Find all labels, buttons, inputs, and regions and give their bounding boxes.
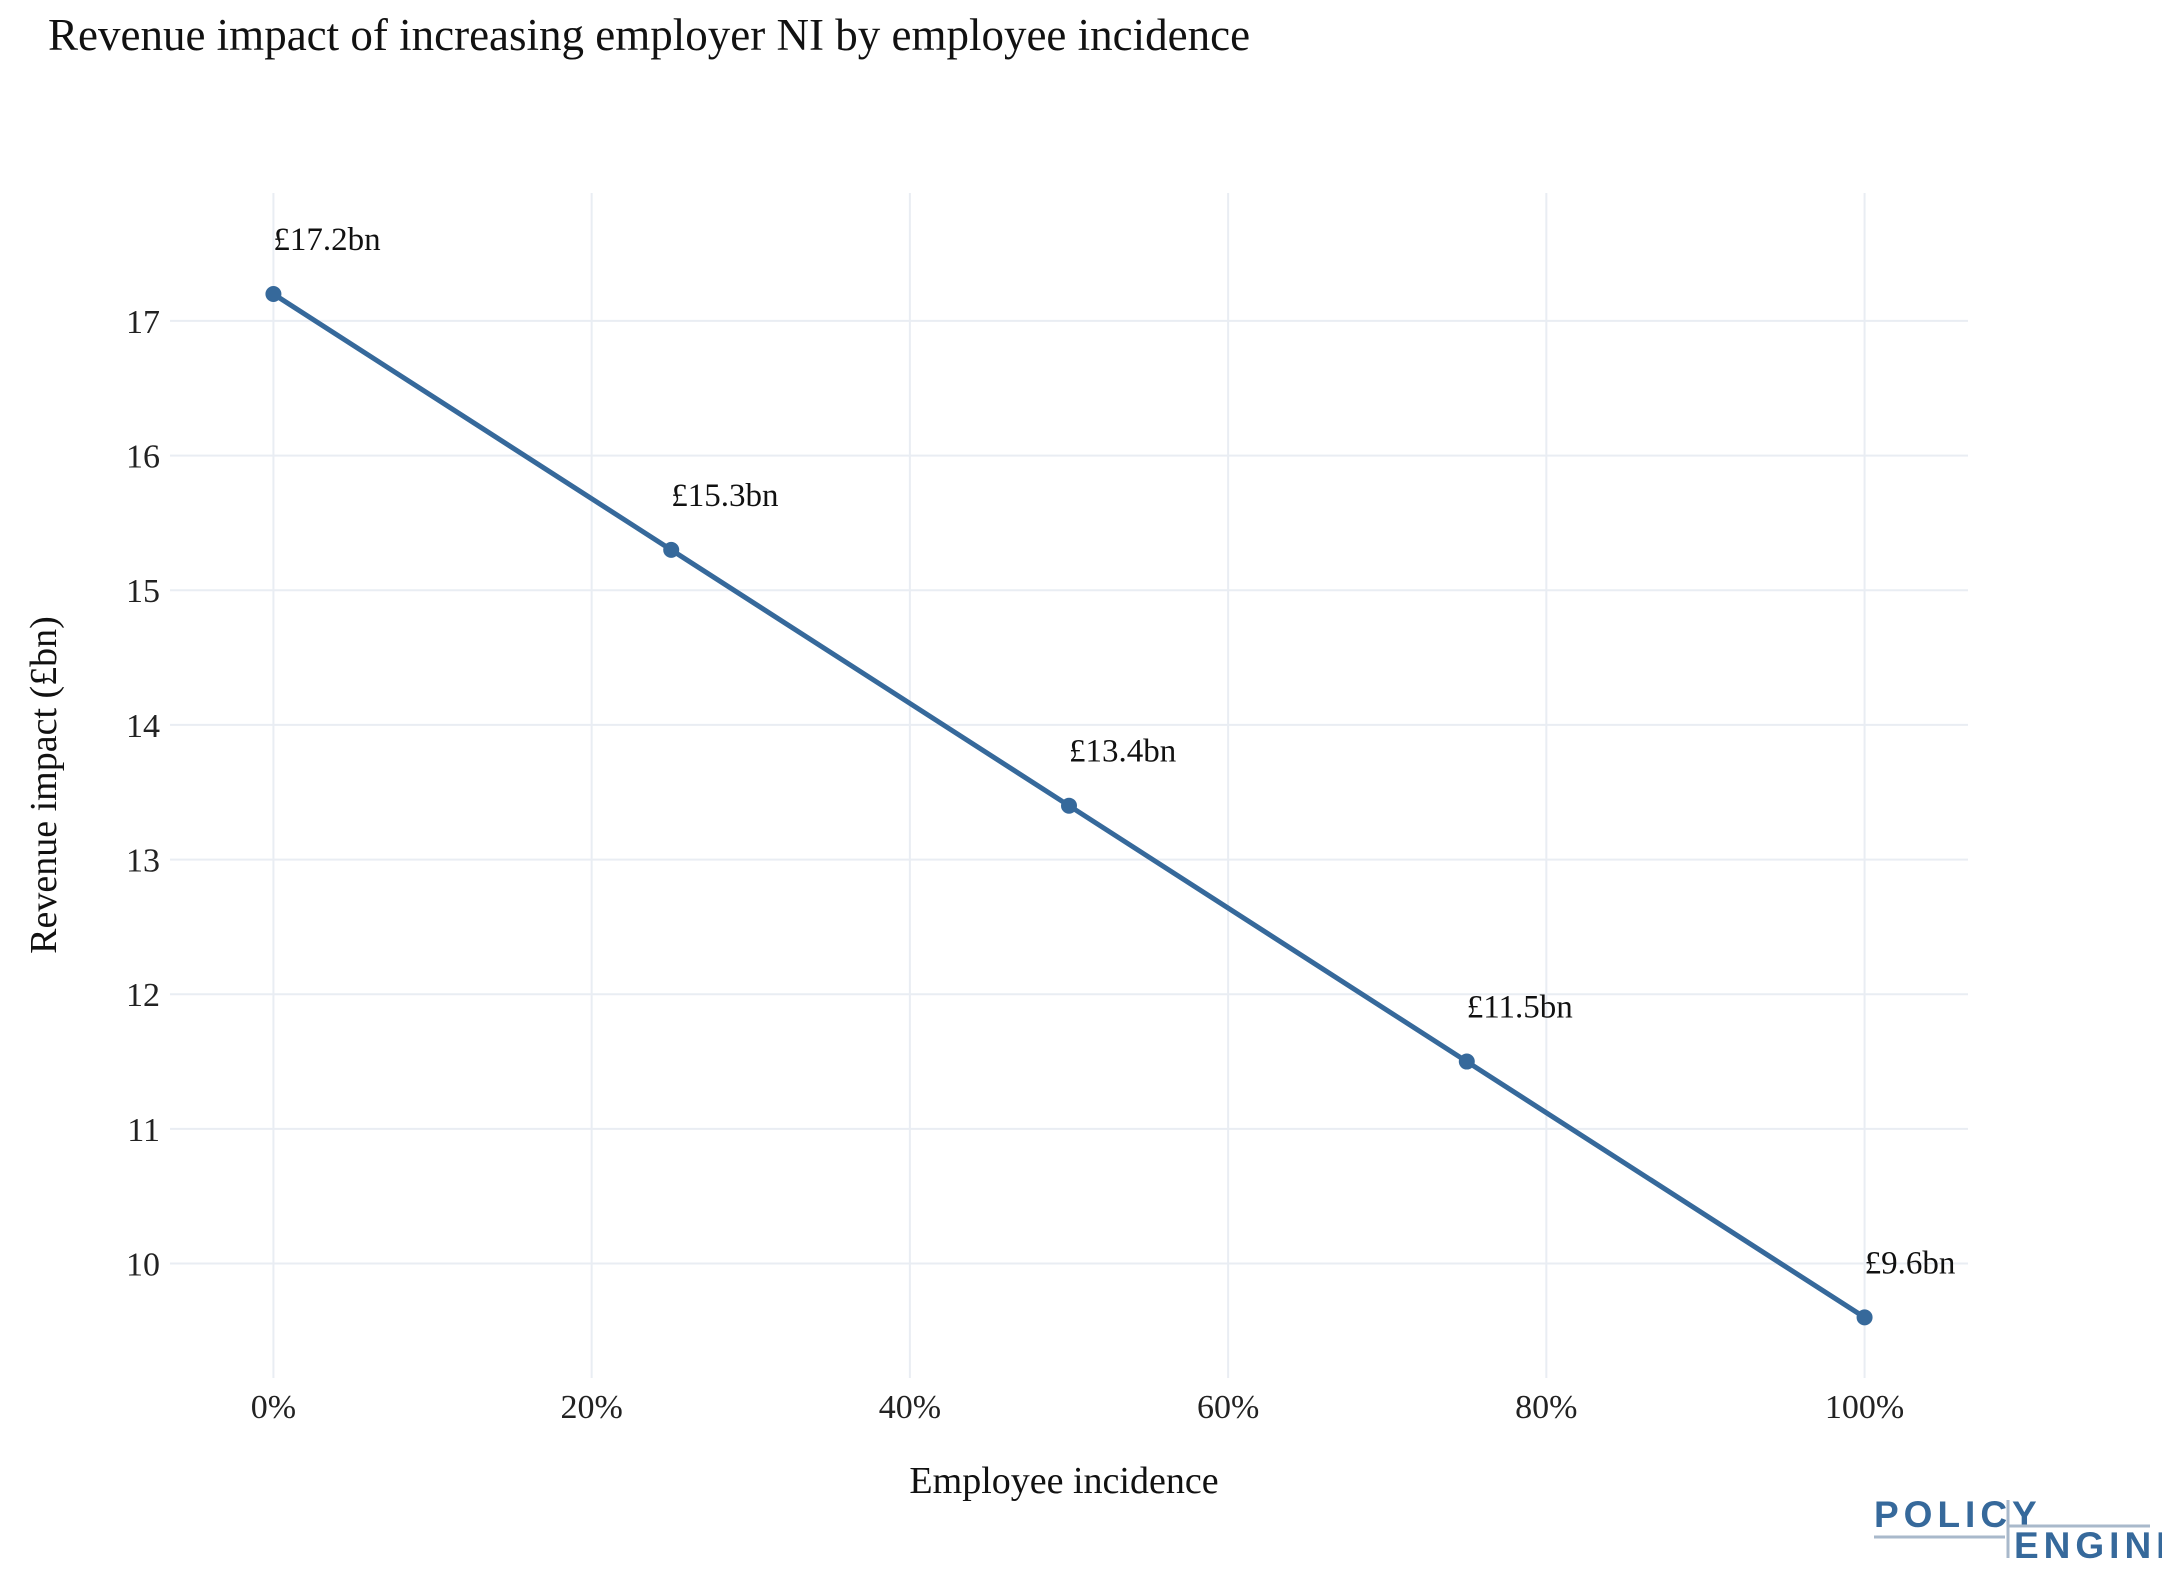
x-tick-label: 0% <box>251 1389 296 1426</box>
y-tick-label: 13 <box>126 843 160 880</box>
y-axis-label: Revenue impact (£bn) <box>23 616 65 954</box>
data-label: £11.5bn <box>1467 990 1573 1026</box>
y-gridlines <box>170 319 1968 1265</box>
x-axis-label: Employee incidence <box>909 1460 1218 1502</box>
data-label: £17.2bn <box>273 222 380 258</box>
y-tick-label: 10 <box>126 1247 160 1284</box>
x-tick-label: 40% <box>879 1389 941 1426</box>
y-tick-label: 11 <box>127 1112 160 1149</box>
y-axis-ticks: 10 11 12 13 14 15 16 17 <box>126 304 160 1284</box>
y-tick-label: 15 <box>126 573 160 610</box>
series-group: £17.2bn £15.3bn £13.4bn £11.5bn £9.6bn <box>265 222 1956 1326</box>
data-point <box>265 285 282 302</box>
chart-title: Revenue impact of increasing employer NI… <box>48 10 1250 60</box>
x-tick-label: 100% <box>1825 1389 1904 1426</box>
data-label: £13.4bn <box>1069 734 1176 770</box>
data-point <box>1061 797 1077 814</box>
x-tick-label: 60% <box>1197 1389 1259 1426</box>
y-tick-label: 12 <box>126 977 160 1014</box>
y-tick-label: 14 <box>126 708 160 745</box>
x-tick-label: 80% <box>1515 1389 1577 1426</box>
logo-word-policy: POLICY <box>1874 1494 2042 1535</box>
x-axis-ticks: 0% 20% 40% 60% 80% 100% <box>251 1389 1904 1426</box>
x-gridlines <box>272 193 1866 1378</box>
y-tick-label: 17 <box>126 304 160 341</box>
y-tick-label: 16 <box>126 439 160 476</box>
data-label: £9.6bn <box>1865 1245 1956 1281</box>
data-point <box>1856 1309 1873 1326</box>
logo-word-engine: ENGINE <box>2014 1525 2162 1566</box>
x-tick-label: 20% <box>560 1389 622 1426</box>
data-point <box>663 541 680 558</box>
data-label: £15.3bn <box>671 478 778 514</box>
data-point <box>1458 1053 1475 1070</box>
policyengine-logo: POLICY ENGINE <box>1874 1494 2162 1566</box>
